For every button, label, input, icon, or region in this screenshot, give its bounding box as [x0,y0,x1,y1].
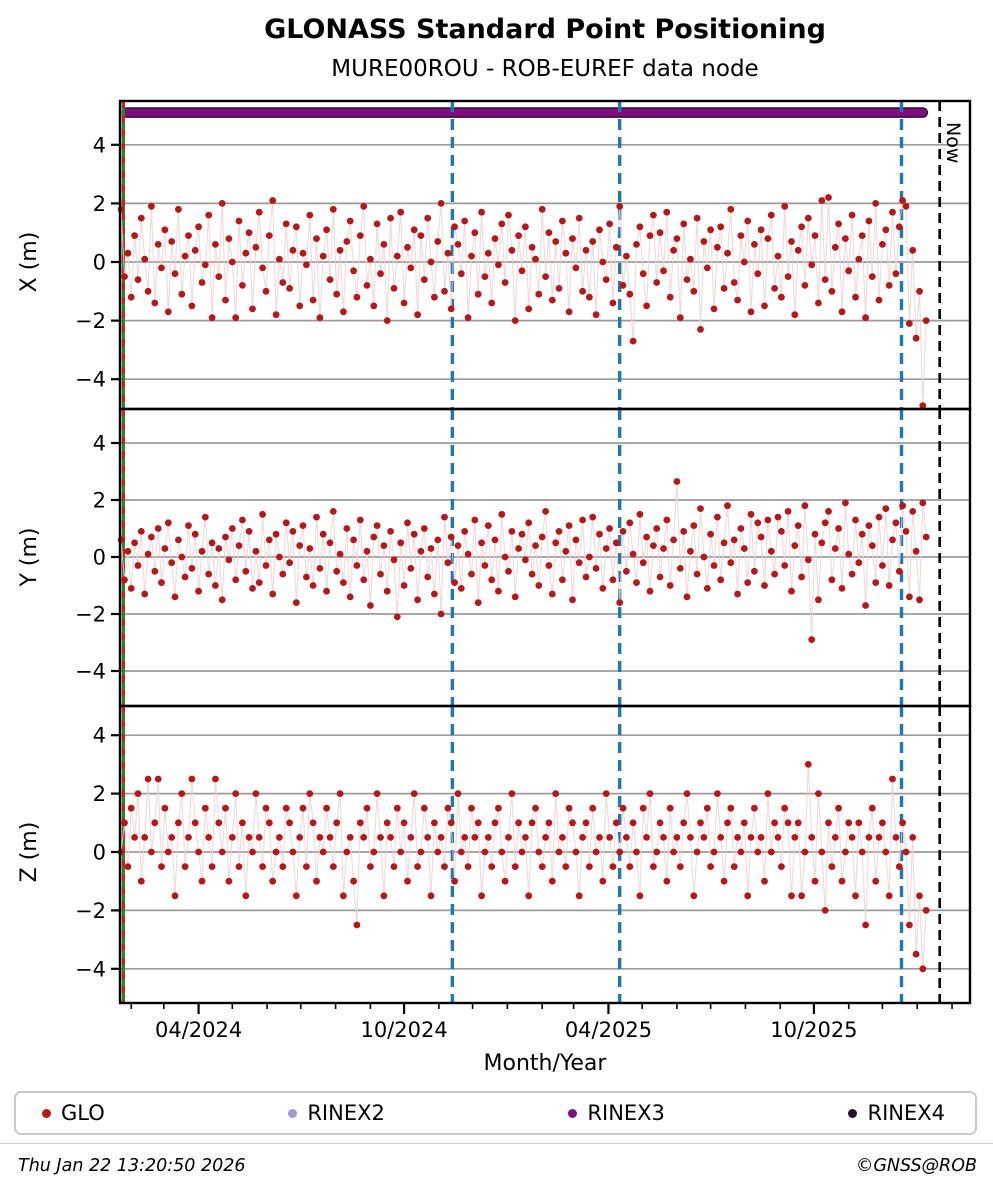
rinex4-marker-icon [848,1108,858,1118]
y-tick-label: 0 [93,841,106,865]
y-tick-label: −2 [75,899,106,923]
legend: GLO RINEX2 RINEX3 RINEX4 [14,1091,977,1135]
chart-title: GLONASS Standard Point Positioning [264,14,826,45]
footer-divider [0,1143,993,1144]
y-tick-label: 2 [93,192,106,216]
glo-connecting-line [120,481,927,640]
rinex3-availability-band [121,107,929,118]
legend-item-rinex3: RINEX3 [568,1101,665,1125]
legend-label-glo: GLO [61,1101,105,1125]
x-tick-label: 04/2024 [155,1018,242,1042]
rinex3-marker-icon [568,1108,578,1118]
y-tick-label: 2 [93,782,106,806]
legend-item-glo: GLO [42,1101,105,1125]
y-tick-label: −4 [75,957,106,981]
glo-connecting-line [120,764,927,969]
legend-label-rinex3: RINEX3 [587,1101,665,1125]
legend-label-rinex2: RINEX2 [307,1101,385,1125]
plot-layers: −4 −2 0 2 4 −4 −2 0 2 4 −4 −2 0 2 4 04/2024 10/2024 04/20… [75,99,972,1042]
y-tick-label: −2 [75,603,106,627]
legend-label-rinex4: RINEX4 [867,1101,945,1125]
y-tick-label: −4 [75,660,106,684]
y-axis-label-z: Z (m) [17,822,42,883]
subplot-border [118,704,972,1005]
glo-marker-icon [42,1108,51,1118]
legend-item-rinex4: RINEX4 [848,1101,945,1125]
chart-subtitle: MURE00ROU - ROB-EUREF data node [331,56,759,82]
copyright: ©GNSS@ROB [855,1156,977,1176]
x-tick-label: 04/2025 [565,1018,652,1042]
plot-timestamp: Thu Jan 22 13:20:50 2026 [18,1156,246,1176]
y-axis-label-x: X (m) [17,232,42,293]
y-tick-label: 4 [93,724,106,748]
y-tick-label: 0 [93,251,106,275]
y-axis-label-y: Y (m) [17,527,42,587]
rinex2-marker-icon [288,1108,298,1118]
footer: Thu Jan 22 13:20:50 2026 ©GNSS@ROB [0,1152,993,1186]
x-axis-label: Month/Year [484,1051,608,1076]
glo-points-y [117,478,930,643]
y-tick-label: 4 [93,432,106,456]
x-tick-label: 10/2024 [360,1018,447,1042]
y-tick-label: 2 [93,489,106,513]
glo-points-z [117,761,930,973]
y-tick-label: 4 [93,133,106,157]
y-tick-label: −4 [75,368,106,392]
now-label: Now [942,122,964,163]
y-tick-label: 0 [93,546,106,570]
y-tick-label: −2 [75,309,106,333]
x-tick-label: 10/2025 [770,1018,857,1042]
legend-item-rinex2: RINEX2 [288,1101,385,1125]
glo-connecting-line [120,197,927,406]
